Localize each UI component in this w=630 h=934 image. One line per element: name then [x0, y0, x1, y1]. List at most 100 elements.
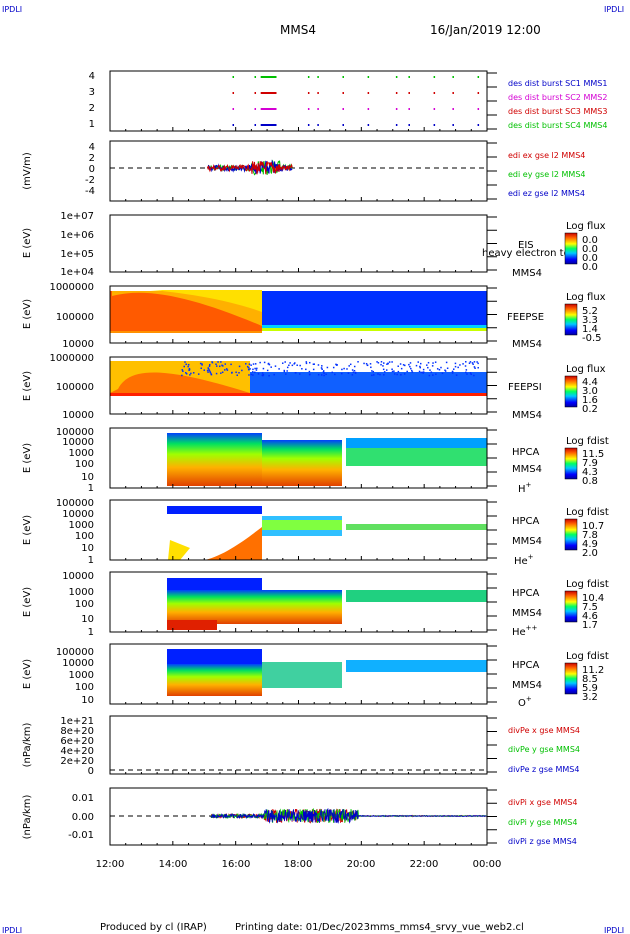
speckle — [422, 368, 425, 371]
speckle — [286, 370, 288, 372]
speckle — [363, 362, 365, 365]
burst-marker — [254, 124, 257, 126]
speckle — [457, 366, 459, 369]
speckle — [323, 374, 325, 377]
speckle — [438, 368, 441, 371]
panel-hpca-h: E (eV) 100000 10000 1000 100 10 1 HPCA M… — [22, 427, 609, 495]
colorbar — [564, 303, 578, 336]
speckle — [294, 362, 296, 364]
speckle — [435, 373, 437, 375]
speckle — [419, 362, 422, 365]
colorbar-tick: 5.9 — [582, 683, 598, 694]
xtick-label: 20:00 — [347, 859, 376, 870]
burst-marker — [317, 108, 319, 110]
colorbar-tick: 3.3 — [582, 315, 598, 326]
burst-marker — [452, 92, 454, 94]
colorbar-tick: 1.6 — [582, 395, 598, 406]
spacecraft-title: MMS4 — [280, 23, 316, 37]
colorbar — [564, 662, 578, 695]
speckle — [322, 371, 325, 373]
speckle — [462, 363, 464, 365]
speckle — [459, 364, 461, 366]
speckle — [351, 369, 354, 371]
colorbar-title: Log flux — [566, 292, 606, 303]
ytick-label: 1e+21 — [60, 716, 94, 727]
ytick-label: 2e+20 — [60, 756, 94, 767]
ytick-label: 1e+07 — [60, 211, 94, 222]
speckle — [215, 372, 218, 375]
speckle — [382, 368, 385, 371]
ytick-label: 10000 — [62, 437, 94, 448]
speckle — [185, 372, 188, 375]
burst-marker — [433, 76, 436, 78]
spectrogram-region — [110, 393, 487, 396]
ytick-label: 100000 — [56, 312, 94, 323]
speckle — [432, 374, 434, 376]
speckle — [181, 369, 184, 371]
spectrogram-region — [262, 328, 487, 331]
ytick-label: 4e+20 — [60, 746, 94, 757]
panel-edi-e: (mV/m) 4 2 0 -2 -4 edi ex gse l2 MMS4 ed… — [22, 140, 586, 202]
speckle — [455, 374, 458, 376]
burst-marker — [254, 92, 257, 94]
speckle — [468, 362, 471, 364]
burst-marker — [433, 108, 436, 110]
ytick-label: 1 — [88, 627, 94, 638]
burst-marker — [452, 108, 454, 110]
burst-marker — [433, 124, 436, 126]
speckle — [383, 362, 385, 364]
speckle — [320, 367, 323, 369]
y-axis-label: E (eV) — [22, 299, 33, 329]
spectrogram-region — [262, 440, 342, 486]
burst-marker — [254, 76, 257, 78]
burst-marker — [408, 92, 410, 94]
speckle — [252, 371, 254, 373]
ytick-label: 1000 — [69, 520, 94, 531]
speckle — [185, 372, 187, 374]
speckle — [188, 367, 191, 370]
colorbar-tick: 1.4 — [582, 324, 598, 335]
speckle — [188, 369, 190, 372]
speckle — [352, 371, 355, 374]
ytick-label: 1e+06 — [60, 230, 94, 241]
speckle — [184, 361, 186, 363]
speckle — [288, 364, 290, 367]
y-axis-label: E (eV) — [22, 443, 33, 473]
colorbar-tick: 0.0 — [582, 235, 598, 246]
speckle — [466, 373, 468, 375]
speckle — [189, 374, 191, 376]
burst-marker — [395, 76, 398, 78]
speckle — [343, 367, 345, 370]
burst-marker — [260, 108, 277, 110]
speckle — [353, 365, 356, 368]
speckle — [373, 374, 375, 376]
panel-eis: E (eV) 1e+07 1e+06 1e+05 1e+04 EIS heavy… — [22, 211, 606, 279]
speckle — [230, 363, 232, 366]
speckle — [248, 374, 250, 376]
colorbar-title: Log fdist — [566, 579, 609, 590]
spacecraft-label: MMS4 — [512, 410, 542, 421]
speckle — [197, 373, 200, 375]
y-axis-label: (nPa/km) — [22, 723, 33, 768]
speckle — [402, 364, 405, 366]
speckle — [283, 370, 286, 373]
speckle — [427, 366, 429, 369]
y-axis-label: (mV/m) — [22, 152, 33, 190]
speckle — [417, 361, 419, 363]
speckle — [377, 362, 380, 364]
speckle — [469, 361, 472, 363]
speckle — [312, 368, 315, 371]
speckle — [217, 361, 219, 363]
speckle — [248, 363, 251, 365]
speckle — [430, 371, 433, 373]
speckle — [257, 373, 260, 375]
speckle — [377, 373, 379, 375]
burst-marker — [408, 108, 410, 110]
spacecraft-label: MMS4 — [512, 464, 542, 475]
spectrogram-region — [168, 540, 190, 560]
edi-trace — [206, 160, 293, 175]
instrument-label: HPCA — [512, 660, 540, 671]
burst-marker — [342, 76, 344, 78]
ytick-label: 4 — [89, 142, 95, 153]
speckle — [334, 373, 336, 376]
